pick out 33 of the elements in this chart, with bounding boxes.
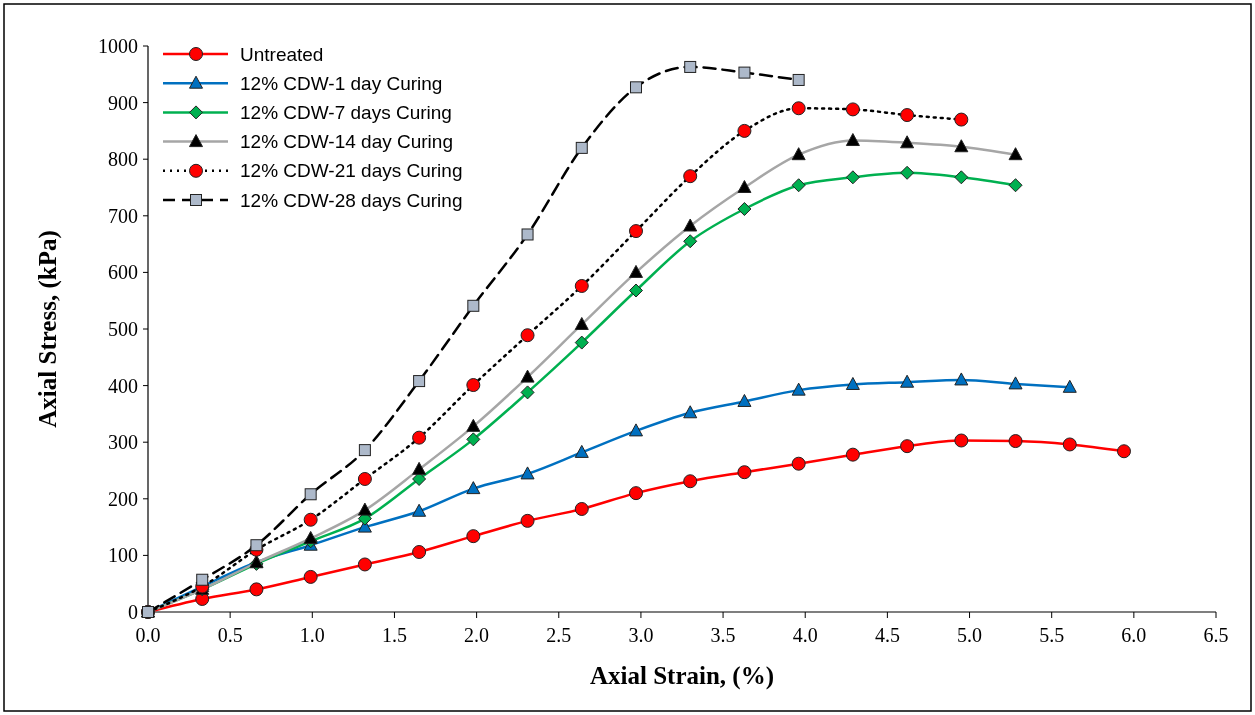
y-tick-label: 300 <box>108 431 138 454</box>
x-tick-label: 1.5 <box>381 624 407 646</box>
legend-label: 12% CDW-21 days Curing <box>240 160 463 182</box>
x-tick-label: 5.5 <box>1039 624 1065 646</box>
x-tick-label: 3.0 <box>628 624 654 646</box>
legend-label: 12% CDW-28 days Curing <box>240 189 463 211</box>
x-tick-label: 2.5 <box>546 624 572 646</box>
y-tick-label: 700 <box>108 204 138 227</box>
y-tick-label: 100 <box>108 544 138 567</box>
y-tick-label: 0 <box>128 601 138 623</box>
x-tick-label: 0.0 <box>135 624 161 646</box>
x-tick-label: 0.5 <box>217 624 243 646</box>
y-tick-label: 800 <box>108 148 138 171</box>
x-axis-title: Axial Strain, (%) <box>589 662 775 690</box>
y-tick-label: 600 <box>108 261 138 284</box>
y-tick-label: 500 <box>108 318 138 340</box>
x-tick-label: 6.5 <box>1203 624 1229 646</box>
legend-label: 12% CDW-14 day Curing <box>240 131 453 153</box>
x-tick-label: 1.0 <box>299 624 325 646</box>
y-tick-label: 1000 <box>98 35 138 57</box>
x-tick-label: 5.0 <box>957 624 983 646</box>
x-tick-label: 4.0 <box>792 624 818 646</box>
y-axis-title: Axial Stress, (kPa) <box>34 230 62 428</box>
x-tick-label: 2.0 <box>464 624 490 646</box>
legend-label: 12% CDW-1 day Curing <box>240 72 443 94</box>
x-tick-label: 3.5 <box>710 624 736 646</box>
y-tick-label: 200 <box>108 487 138 510</box>
legend-label: 12% CDW-7 days Curing <box>240 102 452 124</box>
y-tick-label: 900 <box>108 91 138 114</box>
x-tick-label: 4.5 <box>874 624 900 646</box>
x-tick-label: 6.0 <box>1121 624 1147 646</box>
y-tick-label: 400 <box>108 374 138 397</box>
legend-label: Untreated <box>240 43 324 65</box>
